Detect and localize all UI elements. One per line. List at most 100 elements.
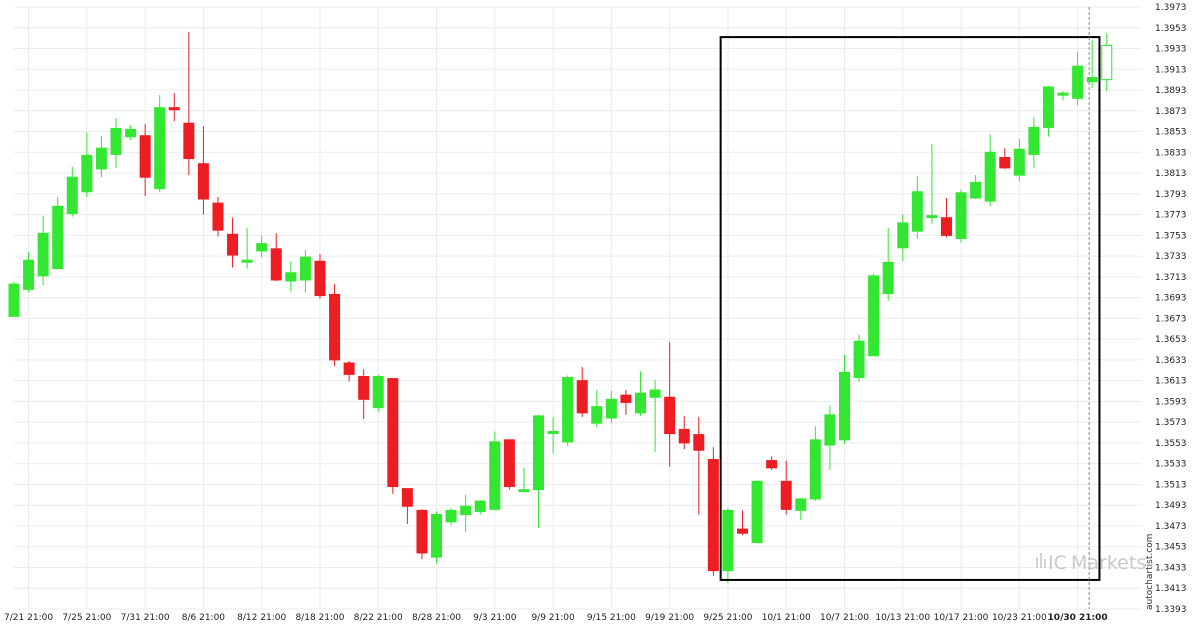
x-tick-label: 10/7 21:00 bbox=[820, 613, 869, 623]
candle bbox=[795, 497, 807, 520]
candle-body bbox=[66, 176, 78, 215]
candle-body bbox=[1013, 148, 1025, 176]
x-tick-label: 10/17 21:00 bbox=[934, 613, 989, 623]
y-tick-label: 1.3493 bbox=[1155, 501, 1187, 511]
candle-body bbox=[707, 459, 719, 572]
candle-body bbox=[664, 396, 676, 435]
candle-body bbox=[416, 509, 428, 554]
candle-body bbox=[984, 151, 996, 202]
y-tick-label: 1.3813 bbox=[1155, 169, 1187, 179]
candle bbox=[955, 189, 967, 243]
candle-body bbox=[270, 248, 282, 281]
candle-body bbox=[926, 215, 938, 219]
candle-body bbox=[256, 243, 268, 252]
candle bbox=[110, 118, 122, 168]
candle bbox=[605, 391, 617, 424]
candle-body bbox=[168, 107, 180, 111]
candle-body bbox=[154, 107, 166, 190]
y-tick-label: 1.3713 bbox=[1155, 273, 1187, 283]
y-tick-label: 1.3613 bbox=[1155, 377, 1187, 387]
x-tick-label: 8/28 21:00 bbox=[412, 613, 461, 623]
candle bbox=[154, 95, 166, 192]
candle-body bbox=[635, 392, 647, 414]
pattern-highlight-box bbox=[719, 36, 1101, 581]
candle bbox=[809, 426, 821, 502]
x-tick-label: 10/23 21:00 bbox=[992, 613, 1047, 623]
candle-body bbox=[868, 275, 880, 357]
y-tick-label: 1.3833 bbox=[1155, 148, 1187, 158]
candle bbox=[518, 467, 530, 493]
candle-body bbox=[809, 439, 821, 500]
candle-body bbox=[110, 127, 122, 155]
candle bbox=[416, 509, 428, 560]
candle bbox=[737, 510, 748, 536]
y-axis: 1.3973 1.3953 1.3933 1.3913 1.3893 1.3873 1.38… bbox=[1155, 3, 1187, 615]
candle bbox=[926, 144, 938, 224]
candle bbox=[838, 354, 850, 444]
y-tick-label: 1.3553 bbox=[1155, 439, 1187, 449]
candle bbox=[489, 431, 501, 511]
y-tick-label: 1.3953 bbox=[1155, 24, 1187, 34]
candle bbox=[562, 375, 574, 447]
candle-body bbox=[940, 217, 952, 236]
candle-body bbox=[52, 205, 64, 270]
candle bbox=[1057, 91, 1069, 101]
candle-body bbox=[649, 389, 661, 398]
candle bbox=[372, 374, 384, 412]
candle-body bbox=[824, 414, 836, 446]
candle-body bbox=[605, 398, 617, 419]
candle bbox=[911, 176, 923, 239]
candle bbox=[897, 214, 909, 262]
candle-body bbox=[999, 157, 1011, 169]
candle bbox=[212, 196, 224, 237]
candle bbox=[445, 508, 457, 525]
candle bbox=[431, 511, 443, 564]
candle bbox=[780, 460, 792, 515]
candle bbox=[751, 480, 763, 544]
candle bbox=[984, 134, 996, 207]
candle-body bbox=[751, 480, 763, 544]
candle bbox=[343, 360, 355, 382]
x-tick-label: 9/25 21:00 bbox=[703, 613, 752, 623]
y-tick-label: 1.3933 bbox=[1155, 45, 1187, 55]
candle bbox=[707, 447, 719, 576]
y-tick-label: 1.3653 bbox=[1155, 335, 1187, 345]
y-tick-label: 1.3893 bbox=[1155, 86, 1187, 96]
candle bbox=[722, 508, 734, 584]
y-tick-label: 1.3473 bbox=[1155, 522, 1187, 532]
overlays bbox=[719, 7, 1101, 609]
candle bbox=[95, 135, 107, 178]
candle bbox=[1013, 138, 1025, 182]
x-tick-label: 10/30 21:00 bbox=[1048, 613, 1108, 623]
candle-body bbox=[81, 154, 93, 193]
candle bbox=[401, 488, 413, 524]
y-tick-label: 1.3513 bbox=[1155, 480, 1187, 490]
y-tick-label: 1.3573 bbox=[1155, 418, 1187, 428]
candle-body bbox=[23, 259, 35, 290]
candle bbox=[66, 166, 78, 217]
candle-body bbox=[372, 376, 384, 409]
candle-body bbox=[678, 428, 690, 444]
candle bbox=[1028, 117, 1040, 168]
candle bbox=[387, 378, 399, 494]
candle-body bbox=[343, 362, 355, 375]
x-tick-label: 8/22 21:00 bbox=[354, 613, 403, 623]
grid-lines bbox=[14, 6, 1142, 610]
icmarkets-logo: IC Markets bbox=[1036, 552, 1146, 574]
vertical-watermark: autochartist.com bbox=[1145, 534, 1155, 610]
candle-body bbox=[1028, 126, 1040, 155]
candle-body bbox=[955, 192, 967, 239]
candle bbox=[125, 125, 137, 140]
candle bbox=[285, 261, 297, 292]
candle bbox=[970, 175, 982, 200]
candle bbox=[329, 284, 341, 367]
x-tick-label: 8/12 21:00 bbox=[237, 613, 286, 623]
candle bbox=[241, 228, 253, 269]
y-tick-label: 1.3533 bbox=[1155, 460, 1187, 470]
candle bbox=[358, 369, 370, 420]
candle bbox=[197, 126, 209, 215]
candle-body bbox=[431, 514, 443, 558]
x-axis: 7/21 21:00 7/25 21:00 7/31 21:00 8/6 21:00 8… bbox=[4, 613, 1108, 623]
